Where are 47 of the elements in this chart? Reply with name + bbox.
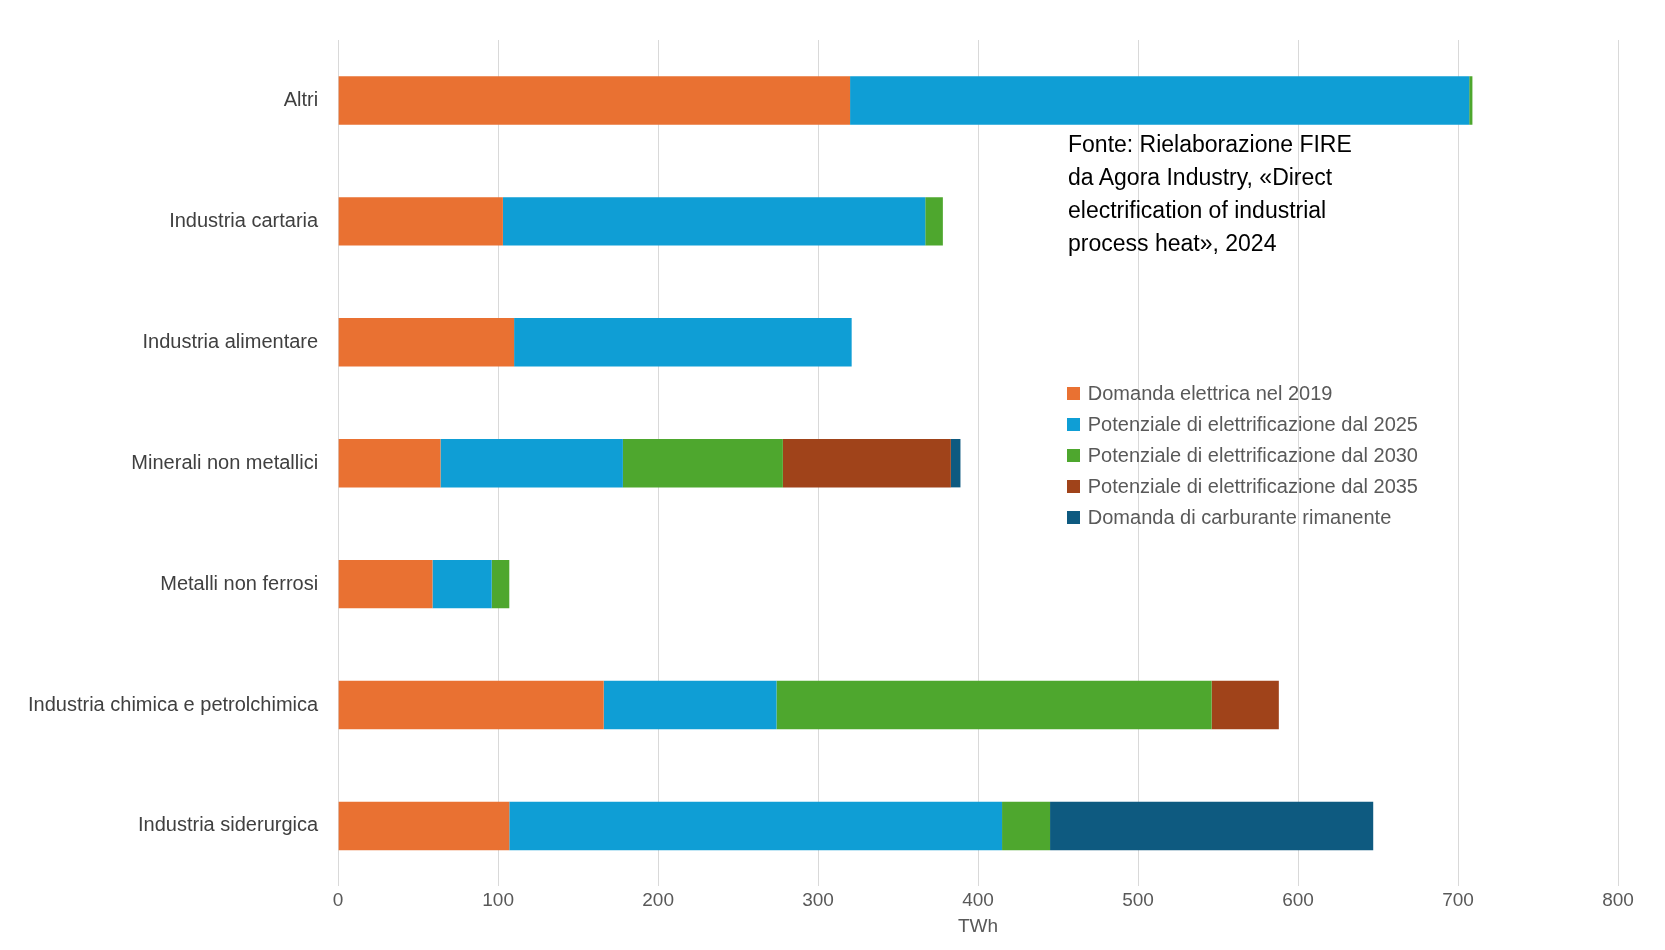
bar xyxy=(950,439,961,488)
bar xyxy=(432,559,492,609)
bar xyxy=(782,439,951,488)
bar xyxy=(776,680,1212,730)
bar xyxy=(622,439,783,488)
x-tick-label: 400 xyxy=(962,889,994,911)
bar xyxy=(338,76,851,125)
x-tick-label: 800 xyxy=(1602,889,1634,911)
y-tick-label: Industria alimentare xyxy=(142,329,319,352)
y-tick-label: Industria siderurgica xyxy=(138,813,319,836)
bar xyxy=(338,197,503,246)
bar xyxy=(1469,76,1473,125)
y-tick-label: Altri xyxy=(283,87,319,110)
bar xyxy=(440,439,623,488)
x-tick-label: 700 xyxy=(1442,889,1474,911)
bar xyxy=(338,680,604,730)
bar xyxy=(338,801,510,851)
bar xyxy=(1002,801,1051,851)
y-tick-label: Minerali non metallici xyxy=(131,450,319,473)
bar xyxy=(514,318,852,367)
annotation: Fonte: Rielaborazione FIRE da Agora Industry, «Direct electrification of industrial process heat», 2024 xyxy=(1068,130,1353,258)
x-tick-label: 0 xyxy=(332,889,344,911)
bar xyxy=(502,197,926,246)
bar xyxy=(925,197,943,246)
x-tick-label: 300 xyxy=(802,889,834,911)
legend-label: Potenziale di elettrificazione dal 2035 xyxy=(1087,475,1418,498)
bar xyxy=(603,680,777,730)
legend-label: Potenziale di elettrificazione dal 2025 xyxy=(1087,413,1418,436)
x-tick-label: 500 xyxy=(1122,889,1154,911)
bar xyxy=(491,559,510,609)
x-axis-title: TWh xyxy=(958,914,999,936)
x-tick-label: 200 xyxy=(642,889,674,911)
bar xyxy=(1050,801,1374,851)
bar xyxy=(338,439,441,488)
y-tick-label: Industria chimica e petrolchimica xyxy=(27,692,319,715)
legend-label: Domanda elettrica nel 2019 xyxy=(1087,382,1333,405)
legend-label: Potenziale di elettrificazione dal 2030 xyxy=(1087,444,1418,467)
legend-label: Domanda di carburante rimanente xyxy=(1087,506,1392,529)
bar xyxy=(1211,680,1279,730)
x-tick-label: 100 xyxy=(482,889,514,911)
y-tick-label: Industria cartaria xyxy=(169,208,319,231)
y-tick-label: Metalli non ferrosi xyxy=(160,571,319,594)
bar xyxy=(338,318,515,367)
bar xyxy=(850,76,1470,125)
bar xyxy=(509,801,1003,851)
x-tick-label: 600 xyxy=(1282,889,1314,911)
bar xyxy=(338,559,433,609)
